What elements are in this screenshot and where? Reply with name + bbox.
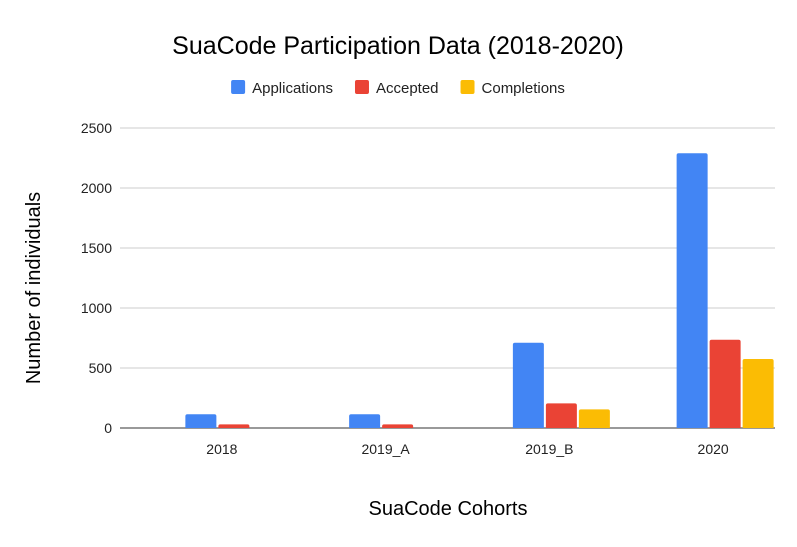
y-tick-label: 1000: [81, 300, 112, 316]
y-tick-label: 1500: [81, 240, 112, 256]
bar-accepted-2018: [218, 424, 250, 428]
bar-completions-2020: [742, 359, 774, 428]
x-tick-label: 2020: [698, 441, 729, 457]
bar-completions-2019_b: [578, 409, 610, 428]
bar-applications-2020: [676, 153, 708, 428]
y-axis-title: Number of individuals: [23, 192, 45, 384]
x-tick-label: 2019_A: [361, 441, 410, 457]
legend-swatch-completions: [460, 80, 475, 94]
legend-label-accepted: Accepted: [376, 80, 439, 97]
x-tick-label: 2018: [206, 441, 237, 457]
bar-accepted-2019_a: [382, 424, 414, 428]
y-tick-label: 0: [104, 420, 112, 436]
legend-label-completions: Completions: [482, 80, 565, 97]
legend-swatch-applications: [231, 80, 246, 94]
y-tick-label: 2000: [81, 180, 112, 196]
bar-applications-2019_a: [349, 414, 381, 428]
bars: [185, 153, 774, 428]
y-tick-label: 2500: [81, 120, 112, 136]
y-tick-label: 500: [89, 360, 113, 376]
bar-accepted-2020: [709, 339, 741, 428]
gridlines: [120, 127, 775, 429]
legend-swatch-accepted: [354, 80, 369, 94]
y-tick-labels: 0 500 1000 1500 2000 2500: [81, 120, 112, 436]
x-tick-label: 2019_B: [525, 441, 573, 457]
legend: Applications Accepted Completions: [231, 80, 565, 97]
x-tick-labels: 2018 2019_A 2019_B 2020: [206, 441, 729, 457]
bar-accepted-2019_b: [545, 403, 577, 428]
x-axis-title: SuaCode Cohorts: [369, 498, 528, 520]
legend-label-applications: Applications: [252, 80, 333, 97]
chart-title: SuaCode Participation Data (2018-2020): [172, 32, 624, 60]
bar-applications-2018: [185, 414, 217, 428]
bar-applications-2019_b: [512, 342, 544, 428]
